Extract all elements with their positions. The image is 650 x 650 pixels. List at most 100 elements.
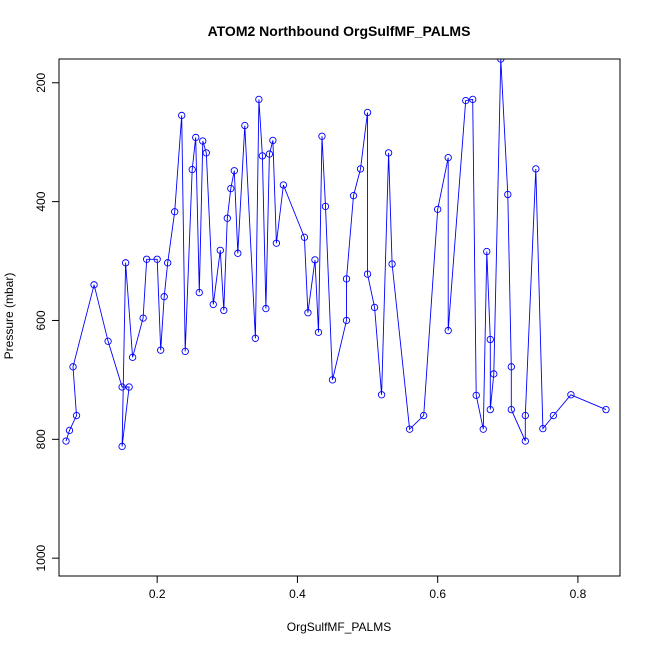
data-point	[363, 270, 372, 278]
y-tick-label: 400	[34, 191, 48, 211]
y-tick-label: 1000	[34, 545, 48, 572]
data-point	[342, 275, 351, 283]
data-point	[318, 132, 326, 140]
data-point	[321, 202, 330, 211]
series-lines	[65, 59, 607, 447]
data-point	[279, 181, 288, 189]
data-point	[72, 411, 81, 420]
data-point	[139, 314, 147, 322]
data-point	[251, 334, 260, 342]
data-point	[160, 293, 168, 301]
data-point	[539, 424, 547, 433]
data-point	[434, 205, 442, 213]
y-tick-label: 800	[34, 429, 48, 449]
data-point	[181, 347, 189, 356]
data-point	[532, 165, 540, 173]
x-tick-label: 0.6	[429, 587, 446, 601]
data-point	[234, 249, 242, 257]
data-point	[227, 184, 235, 193]
data-point	[363, 108, 372, 117]
data-point	[118, 442, 126, 451]
data-point	[444, 326, 452, 335]
data-point	[255, 95, 263, 104]
data-point	[405, 425, 414, 433]
data-point	[209, 300, 217, 309]
data-point	[216, 246, 224, 254]
x-tick-label: 0.2	[149, 587, 166, 601]
x-axis: 0.2 0.4 0.6 0.8	[149, 575, 587, 601]
data-point	[349, 192, 358, 200]
data-point	[472, 391, 480, 399]
data-point	[125, 383, 133, 391]
data-point	[104, 337, 112, 345]
data-point	[202, 149, 210, 157]
series-line	[65, 59, 607, 447]
data-point	[549, 411, 558, 420]
data-point	[62, 437, 70, 445]
data-point	[462, 96, 470, 105]
data-point	[356, 165, 365, 173]
data-point	[171, 208, 179, 216]
y-axis: 200 400 600 800 1000	[34, 72, 60, 572]
data-point	[490, 370, 498, 378]
data-point	[192, 133, 200, 142]
data-point	[497, 59, 505, 63]
data-point	[311, 256, 319, 264]
data-point	[230, 167, 238, 175]
data-point	[199, 137, 207, 145]
data-point	[188, 165, 196, 174]
data-point	[388, 260, 396, 268]
data-point	[195, 288, 203, 297]
y-tick-label: 200	[34, 72, 48, 92]
y-axis-label: Pressure (mbar)	[2, 273, 16, 360]
data-point	[178, 111, 186, 120]
data-point	[507, 363, 515, 371]
data-point	[65, 426, 74, 435]
data-point	[504, 190, 512, 199]
data-point	[300, 233, 309, 241]
x-tick-label: 0.8	[570, 587, 587, 601]
data-point	[444, 153, 452, 162]
data-point	[483, 247, 491, 256]
data-point	[304, 309, 312, 317]
data-point	[328, 376, 337, 384]
data-point	[90, 281, 98, 289]
data-point	[342, 316, 351, 325]
data-point	[377, 391, 386, 399]
data-point	[567, 391, 575, 399]
series-points	[62, 59, 610, 451]
data-point	[223, 214, 231, 222]
data-point	[241, 121, 249, 130]
data-point	[153, 255, 161, 263]
data-point	[370, 303, 379, 312]
data-point	[164, 259, 172, 267]
data-point	[479, 425, 487, 433]
data-point	[384, 149, 393, 157]
data-point	[469, 95, 477, 104]
x-tick-label: 0.4	[289, 587, 306, 601]
data-point	[258, 152, 267, 160]
data-point	[220, 306, 228, 315]
data-point	[507, 405, 515, 414]
data-point	[143, 255, 151, 263]
data-point	[602, 405, 610, 414]
data-point	[521, 437, 529, 445]
data-point	[128, 353, 137, 361]
data-point	[486, 405, 494, 414]
data-point	[262, 304, 270, 313]
data-point	[272, 239, 281, 247]
y-tick-label: 600	[34, 310, 48, 330]
data-point	[521, 411, 529, 420]
data-point	[314, 328, 323, 337]
x-axis-label: OrgSulfMF_PALMS	[287, 620, 391, 634]
data-point	[121, 259, 130, 267]
data-point	[265, 150, 274, 158]
data-point	[419, 411, 428, 420]
data-point	[486, 335, 494, 344]
chart-title: ATOM2 Northbound OrgSulfMF_PALMS	[208, 23, 471, 39]
data-point	[69, 363, 77, 371]
data-point	[118, 383, 126, 391]
data-point	[269, 136, 277, 145]
data-point	[157, 346, 165, 354]
